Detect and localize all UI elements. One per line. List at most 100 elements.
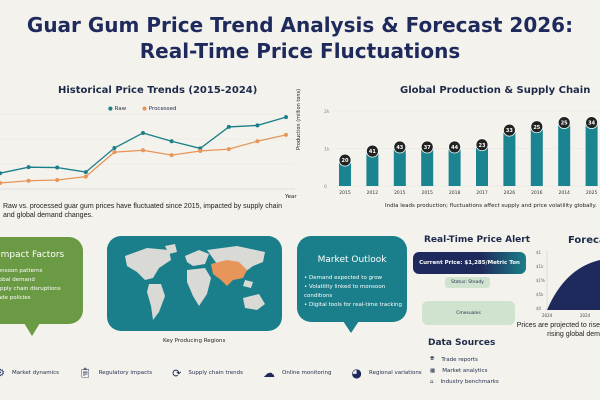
impact-item: Global demand: [0, 277, 35, 283]
data-point: [255, 139, 260, 144]
footer-item: ☁ Online monitoring: [263, 366, 332, 380]
forecast-caption-1: Prices are projected to rise: [516, 322, 600, 329]
outlook-pointer: [343, 321, 359, 333]
data-label: 44: [451, 145, 458, 151]
bar: [421, 147, 434, 186]
data-label: 43: [396, 145, 403, 151]
page-title-line2: Real-Time Price Fluctuations: [139, 39, 461, 63]
x-tick-label: 2014: [558, 190, 570, 196]
data-label: 23: [479, 143, 486, 149]
data-label-badge: [366, 144, 379, 158]
data-label-badge: [420, 140, 434, 154]
x-tick-label: 2026: [504, 190, 516, 196]
footer-item: ◕ Regional variations: [351, 366, 422, 380]
data-sources-list: 🌐︎ Trade reports ▦ Market analytics ⌂ Indus…: [430, 356, 499, 385]
data-point: [0, 180, 2, 185]
legend-raw: ● Raw: [108, 106, 127, 112]
data-label-badge: [475, 138, 489, 152]
data-point: [226, 147, 231, 152]
bar: [393, 147, 406, 186]
bar: [558, 122, 571, 186]
impact-item: Supply chain disruptions: [0, 286, 61, 292]
data-label-badge: [448, 140, 462, 154]
impact-item: Monsoon patterns: [0, 268, 43, 274]
data-label-badge: [585, 116, 599, 130]
data-label-badge: [557, 116, 571, 130]
data-point: [55, 177, 60, 182]
data-sources-title: Data Sources: [428, 338, 496, 348]
map-caption: Key Producing Regions: [163, 338, 226, 344]
data-point: [284, 115, 288, 120]
x-tick-label: 2012: [367, 190, 379, 196]
data-label: 41: [369, 149, 376, 155]
source-item: 🌐︎ Trade reports: [430, 356, 478, 363]
x-tick-label: 2015: [421, 190, 433, 196]
footer-item: ⟳ Supply chain trends: [172, 366, 244, 380]
data-point: [0, 171, 2, 176]
current-price-badge: Current Price: $1,285/Metric Ton: [413, 252, 526, 274]
y-tick-label: $1%: [536, 278, 545, 283]
y-tick-label: 1k: [324, 147, 330, 153]
alert-info-box: Cmesuales: [422, 301, 515, 325]
globe-icon: 🌐︎: [430, 356, 435, 362]
bar-chart-caption: India leads production; fluctuations aff…: [385, 203, 597, 209]
x-tick-label: 2015: [339, 190, 351, 196]
bar: [476, 144, 488, 186]
x-tick-label: 2016: [531, 190, 543, 196]
key-region-asia: [211, 260, 247, 286]
forecast-title: Forecast: [568, 235, 600, 246]
data-label: 33: [506, 128, 513, 134]
data-point: [141, 130, 145, 135]
line-chart-title: Historical Price Trends (2015-2024): [58, 85, 258, 96]
impact-factors-box: Impact Factors Monsoon patterns Global d…: [0, 237, 83, 324]
data-point: [141, 148, 145, 153]
outlook-item: • Volatility linked to monsoon condition…: [304, 284, 386, 299]
data-point: [112, 145, 117, 150]
footer-item: ⚙ Market dynamics: [0, 366, 59, 380]
x-tick-label: 2017: [476, 190, 488, 196]
data-point: [26, 178, 31, 183]
data-point: [198, 149, 203, 154]
data-point: [83, 170, 88, 175]
pie-chart-icon: ◕: [351, 366, 363, 380]
x-tick-label: 2015: [394, 190, 406, 196]
x-tick-label: 2025: [586, 190, 598, 196]
data-label-badge: [530, 120, 544, 134]
building-icon: ▦: [430, 368, 436, 374]
outlook-title: Market Outlook: [317, 255, 387, 265]
line-legend: ● Raw ● Processed: [108, 106, 176, 112]
x-tick-label: 2018: [449, 190, 461, 196]
data-label-badge: [338, 153, 352, 167]
data-point: [26, 165, 31, 170]
factory-icon: ⌂: [430, 379, 434, 385]
bar: [339, 160, 351, 186]
impact-title: Impact Factors: [0, 250, 65, 260]
bar: [448, 147, 461, 186]
data-label: 25: [561, 121, 568, 127]
y-tick-label: $0: [536, 306, 542, 311]
bar: [585, 122, 598, 186]
source-item: ⌂ Industry benchmarks: [430, 379, 499, 385]
footer-item: 📋︎ Regulatory impacts: [79, 367, 153, 379]
market-outlook-box: Market Outlook • Demand expected to grow…: [297, 236, 407, 322]
x-tick-label: 2024: [542, 313, 553, 318]
data-point: [83, 174, 88, 179]
data-point: [169, 139, 174, 144]
cycle-icon: ⟳: [172, 366, 182, 380]
y-tick-label: 2k: [324, 109, 330, 115]
forecast-area: [547, 260, 600, 310]
data-point: [55, 165, 60, 170]
line-chart: [0, 113, 295, 190]
legend-processed: ● Processed: [142, 106, 177, 112]
y-tick-label: $1k: [536, 264, 544, 269]
data-label: 34: [588, 121, 595, 127]
world-map: [107, 236, 282, 331]
bar: [530, 126, 543, 186]
impact-item: Trade policies: [0, 295, 31, 301]
y-tick-label: $5k: [536, 292, 544, 297]
data-point: [169, 153, 174, 158]
bar: [503, 130, 516, 186]
cloud-upload-icon: ☁: [263, 366, 276, 380]
series-line-processed: [0, 134, 287, 184]
data-point: [255, 123, 260, 128]
